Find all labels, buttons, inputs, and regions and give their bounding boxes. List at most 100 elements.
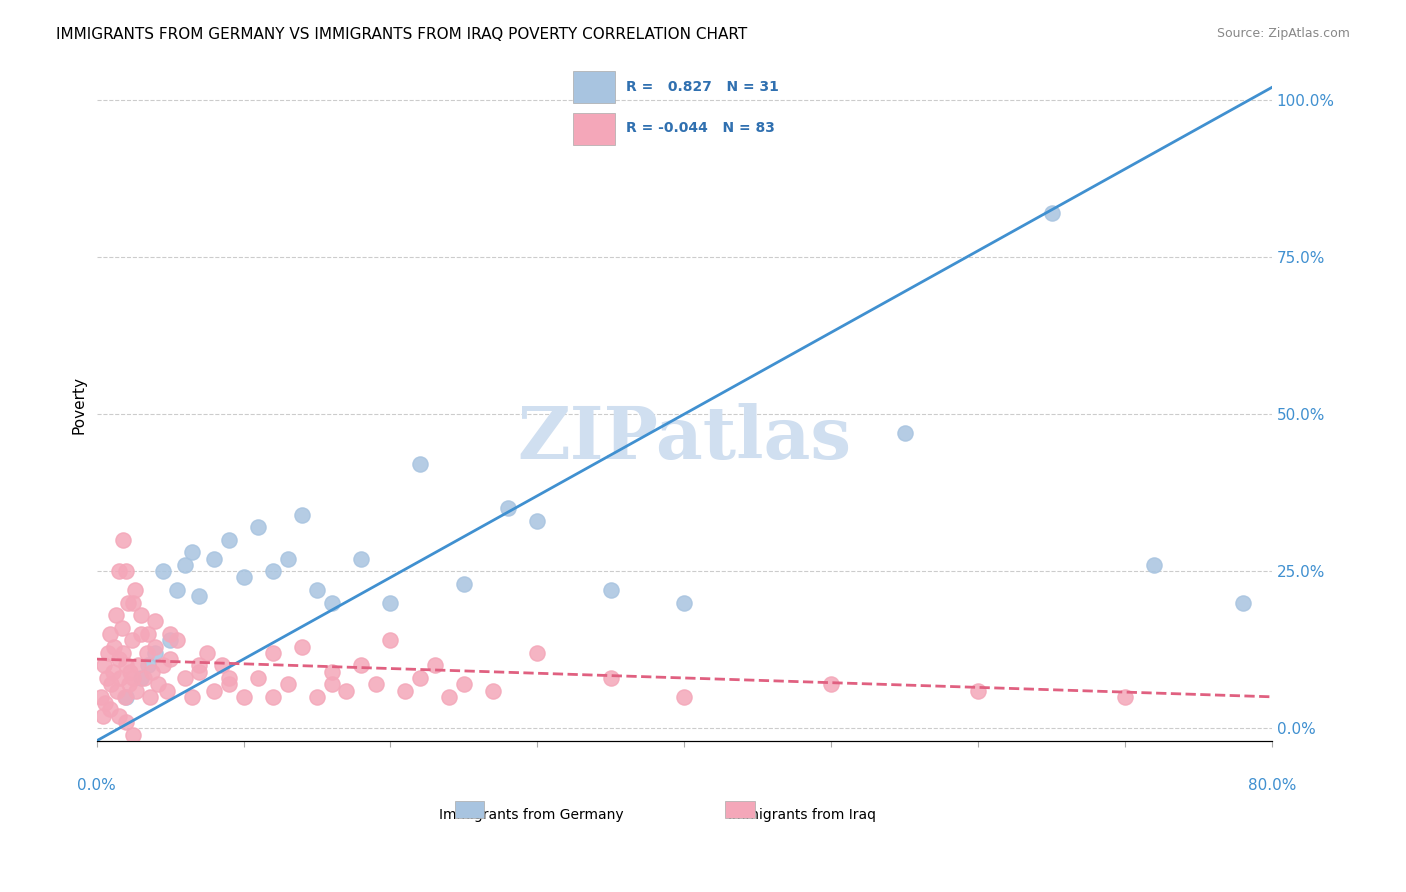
FancyBboxPatch shape	[456, 801, 485, 818]
Point	[129, 608, 152, 623]
Point	[90, 690, 112, 704]
Point	[321, 596, 343, 610]
Point	[305, 690, 328, 704]
Y-axis label: Poverty: Poverty	[72, 376, 86, 434]
Point	[117, 596, 139, 610]
Point	[232, 690, 254, 704]
Point	[218, 677, 240, 691]
Point	[103, 640, 125, 654]
Point	[673, 596, 696, 610]
Point	[129, 671, 152, 685]
Point	[423, 658, 446, 673]
Point	[115, 690, 138, 704]
Point	[124, 582, 146, 597]
Point	[277, 551, 299, 566]
Point	[152, 564, 174, 578]
Point	[321, 665, 343, 679]
Point	[673, 690, 696, 704]
Point	[112, 533, 135, 547]
Point	[218, 533, 240, 547]
Point	[120, 665, 142, 679]
Text: ZIPatlas: ZIPatlas	[517, 403, 852, 474]
Point	[114, 690, 136, 704]
Point	[321, 677, 343, 691]
Point	[305, 582, 328, 597]
Point	[453, 677, 475, 691]
Point	[115, 714, 138, 729]
Point	[156, 683, 179, 698]
Point	[277, 677, 299, 691]
Point	[1040, 206, 1063, 220]
Point	[101, 665, 124, 679]
Point	[820, 677, 842, 691]
Text: Source: ZipAtlas.com: Source: ZipAtlas.com	[1216, 27, 1350, 40]
Point	[107, 708, 129, 723]
Point	[112, 646, 135, 660]
Point	[166, 633, 188, 648]
Point	[135, 646, 157, 660]
Point	[115, 658, 138, 673]
Point	[482, 683, 505, 698]
Point	[409, 458, 432, 472]
Point	[173, 558, 195, 572]
Point	[111, 621, 134, 635]
Point	[100, 677, 122, 691]
Point	[453, 576, 475, 591]
Text: R = -0.044   N = 83: R = -0.044 N = 83	[626, 121, 775, 136]
Point	[148, 677, 170, 691]
Point	[967, 683, 990, 698]
Point	[247, 671, 270, 685]
Point	[1143, 558, 1166, 572]
FancyBboxPatch shape	[725, 801, 755, 818]
Point	[118, 677, 141, 691]
Point	[496, 501, 519, 516]
Point	[291, 640, 314, 654]
Text: 80.0%: 80.0%	[1247, 778, 1296, 793]
Point	[202, 683, 225, 698]
Point	[262, 646, 284, 660]
Point	[136, 627, 159, 641]
Text: Immigrants from Iraq: Immigrants from Iraq	[728, 808, 876, 822]
Point	[98, 627, 121, 641]
Point	[115, 564, 138, 578]
Point	[232, 570, 254, 584]
Point	[145, 646, 167, 660]
Point	[138, 690, 160, 704]
Point	[262, 690, 284, 704]
Point	[211, 658, 233, 673]
Point	[97, 646, 120, 660]
Point	[166, 582, 188, 597]
Point	[129, 627, 152, 641]
Point	[122, 727, 145, 741]
Point	[262, 564, 284, 578]
Point	[188, 665, 211, 679]
Point	[380, 596, 402, 610]
Point	[107, 652, 129, 666]
Point	[599, 582, 621, 597]
Point	[335, 683, 357, 698]
Text: R =   0.827   N = 31: R = 0.827 N = 31	[626, 79, 779, 94]
Point	[94, 696, 117, 710]
Point	[526, 646, 548, 660]
Point	[599, 671, 621, 685]
Point	[247, 520, 270, 534]
Point	[439, 690, 461, 704]
Point	[122, 671, 145, 685]
Point	[188, 589, 211, 603]
Point	[409, 671, 432, 685]
Point	[380, 633, 402, 648]
Point	[350, 551, 373, 566]
Point	[202, 551, 225, 566]
Point	[91, 708, 114, 723]
Point	[195, 646, 218, 660]
Point	[121, 633, 143, 648]
Text: IMMIGRANTS FROM GERMANY VS IMMIGRANTS FROM IRAQ POVERTY CORRELATION CHART: IMMIGRANTS FROM GERMANY VS IMMIGRANTS FR…	[56, 27, 748, 42]
Point	[181, 690, 204, 704]
Point	[136, 658, 159, 673]
Point	[350, 658, 373, 673]
Point	[218, 671, 240, 685]
Point	[105, 683, 128, 698]
Point	[159, 633, 181, 648]
Point	[181, 545, 204, 559]
Point	[1114, 690, 1136, 704]
